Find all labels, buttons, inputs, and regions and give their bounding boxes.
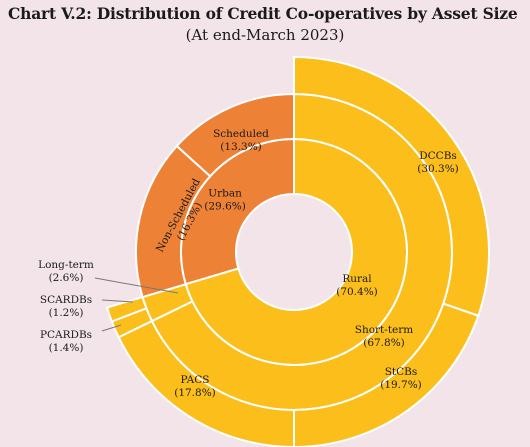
label-dccbs: DCCBs (30.3%)	[417, 150, 459, 175]
label-pcardbs: PCARDBs (1.4%)	[40, 329, 92, 354]
leader-pcardbs	[101, 324, 122, 332]
label-scardbs: SCARDBs (1.2%)	[40, 294, 92, 319]
chart-title: Chart V.2: Distribution of Credit Co-ope…	[8, 4, 518, 23]
label-stcbs: StCBs (19.7%)	[380, 366, 422, 391]
label-pacs: PACS (17.8%)	[174, 374, 216, 399]
label-urban: Urban (29.6%)	[204, 188, 246, 213]
leader-long-term	[94, 277, 179, 294]
label-short-term: Short-term (67.8%)	[355, 324, 414, 349]
outer-slice-stcbs	[293, 302, 480, 447]
chart-subtitle: (At end-March 2023)	[185, 26, 345, 44]
label-scheduled: Scheduled (13.3%)	[213, 128, 269, 153]
outer-slice-scheduled	[175, 92, 295, 178]
label-rural: Rural (70.4%)	[336, 273, 378, 298]
label-long-term: Long-term (2.6%)	[38, 259, 94, 284]
leader-scardbs	[101, 299, 134, 303]
